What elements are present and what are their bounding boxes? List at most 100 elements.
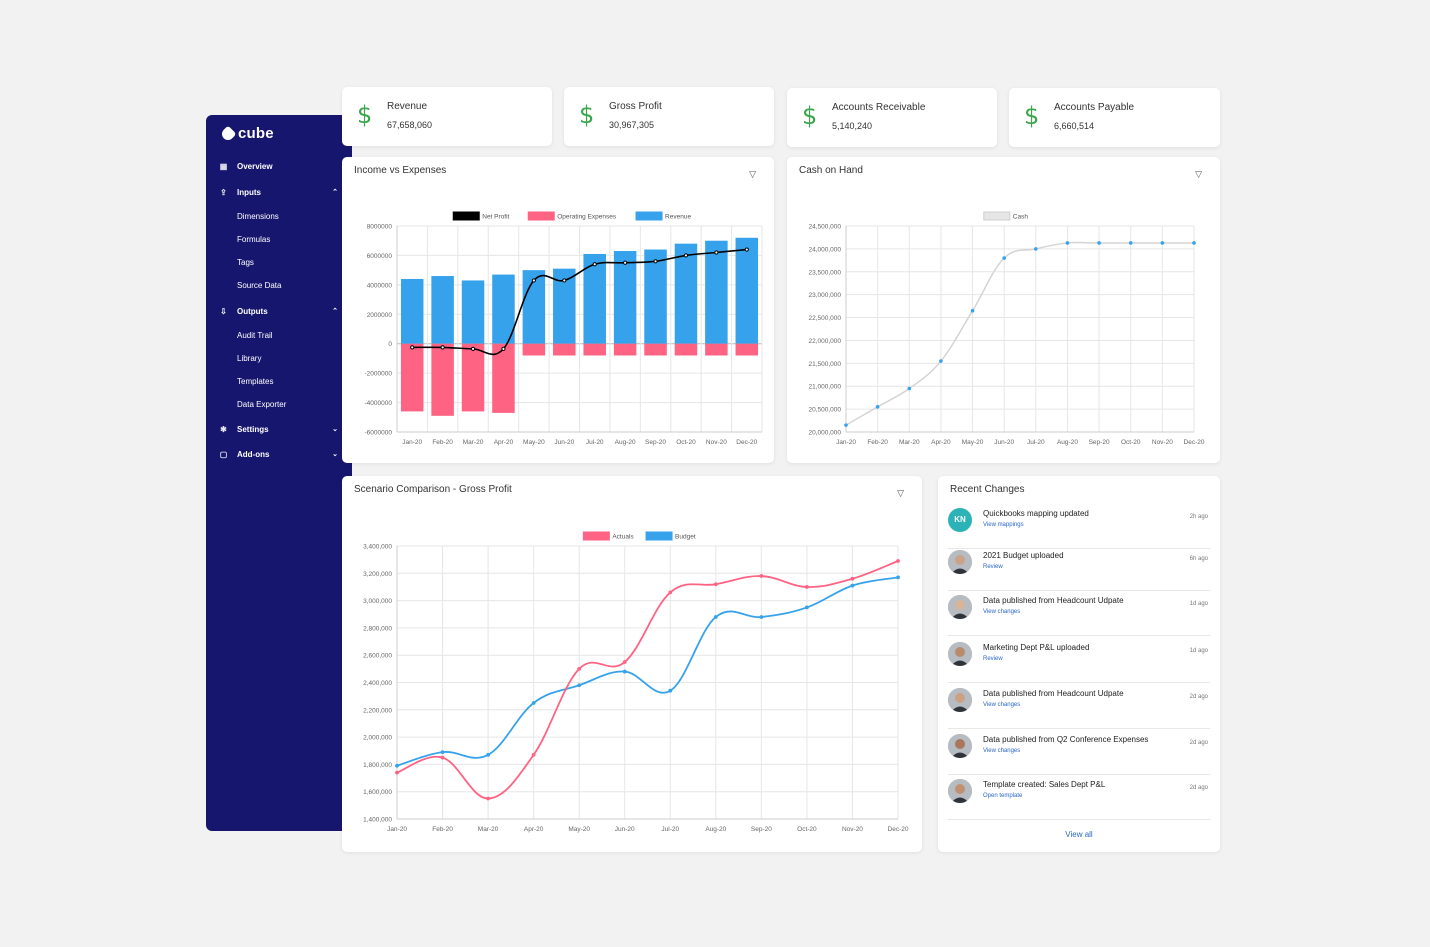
sidebar-item-overview[interactable]: ▦ Overview	[206, 157, 352, 175]
actuals-point	[395, 770, 399, 775]
sidebar-item-label: Outputs	[237, 306, 268, 316]
revenue-bar	[431, 276, 454, 344]
sidebar-item-label: Tags	[237, 257, 254, 267]
budget-point	[850, 583, 855, 588]
chevron-up-icon[interactable]: ⌃	[332, 189, 338, 196]
cash-point	[1065, 241, 1070, 245]
chart-title: Cash on Hand	[799, 165, 863, 176]
actuals-point	[531, 752, 536, 757]
net-profit-point	[623, 260, 628, 265]
sidebar-item-label: Source Data	[237, 280, 282, 290]
y-tick-label: 21,000,000	[808, 384, 841, 391]
box-icon: ▢	[219, 449, 228, 459]
sidebar-item-templates[interactable]: Templates	[206, 372, 352, 390]
x-tick-label: Apr-20	[524, 826, 544, 833]
dollar-icon: $	[1024, 102, 1040, 130]
change-link[interactable]: View changes	[983, 609, 1021, 615]
y-tick-label: 24,000,000	[808, 246, 841, 253]
sidebar-item-library[interactable]: Library	[206, 349, 352, 367]
sidebar-item-source-data[interactable]: Source Data	[206, 276, 352, 294]
operating-expenses-bar	[705, 343, 728, 356]
kpi-card-accounts-payable: $ Accounts Payable 6,660,514	[1009, 88, 1220, 147]
recent-changes-card: Recent Changes KN Quickbooks mapping upda…	[938, 476, 1220, 852]
x-tick-label: Aug-20	[705, 826, 726, 833]
sidebar-item-settings[interactable]: ✱ Settings ⌄	[206, 420, 352, 438]
filter-icon[interactable]: ▽	[749, 169, 756, 179]
legend-label: Operating Expenses	[557, 214, 617, 221]
list-item[interactable]: Data published from Headcount Udpate View…	[948, 591, 1210, 636]
budget-point	[759, 615, 764, 619]
chevron-up-icon[interactable]: ⌃	[332, 308, 338, 315]
change-link[interactable]: View mappings	[983, 522, 1024, 528]
change-link[interactable]: Review	[983, 656, 1003, 662]
y-tick-label: 20,500,000	[808, 407, 841, 414]
change-link[interactable]: View changes	[983, 748, 1021, 754]
change-link[interactable]: Open template	[983, 793, 1023, 799]
x-tick-label: May-20	[523, 439, 545, 446]
change-title: Data published from Headcount Udpate	[983, 689, 1124, 698]
actuals-point	[896, 559, 900, 563]
legend-label: Cash	[1013, 214, 1029, 221]
sidebar-item-inputs[interactable]: ⇪ Inputs ⌃	[206, 183, 352, 201]
revenue-bar	[705, 240, 728, 344]
y-tick-label: 23,500,000	[808, 269, 841, 276]
filter-icon[interactable]: ▽	[897, 488, 904, 498]
legend-swatch	[635, 211, 663, 221]
sidebar-item-audit-trail[interactable]: Audit Trail	[206, 326, 352, 344]
x-tick-label: Jan-20	[402, 439, 422, 446]
x-tick-label: Aug-20	[1057, 439, 1078, 446]
avatar: KN	[948, 508, 972, 532]
dollar-icon: $	[357, 101, 373, 129]
x-tick-label: May-20	[962, 439, 984, 446]
revenue-bar	[735, 237, 759, 344]
avatar	[948, 734, 972, 758]
cash-line	[845, 241, 1194, 426]
change-time: 1d ago	[1189, 648, 1208, 654]
y-tick-label: -6000000	[365, 430, 393, 437]
avatar	[948, 550, 972, 574]
list-item[interactable]: Marketing Dept P&L uploaded Review 1d ago	[948, 638, 1210, 683]
filter-icon[interactable]: ▽	[1195, 169, 1202, 179]
download-icon: ⇩	[220, 306, 227, 316]
budget-point	[805, 605, 809, 610]
chevron-down-icon[interactable]: ⌄	[332, 426, 338, 433]
user-photo-icon	[948, 688, 972, 712]
x-tick-label: Mar-20	[899, 439, 920, 446]
sidebar-item-label: Audit Trail	[237, 330, 273, 340]
sidebar-item-label: Overview	[237, 161, 273, 171]
operating-expenses-bar	[553, 343, 576, 356]
x-tick-label: Oct-20	[676, 439, 696, 446]
list-item[interactable]: KN Quickbooks mapping updated View mapping…	[948, 504, 1210, 549]
actuals-point	[622, 660, 627, 664]
avatar	[948, 688, 972, 712]
y-tick-label: -4000000	[365, 400, 393, 407]
list-item[interactable]: Template created: Sales Dept P&L Open tem…	[948, 775, 1210, 820]
x-tick-label: Aug-20	[615, 439, 636, 446]
kpi-title: Accounts Receivable	[832, 102, 926, 113]
kpi-value: 6,660,514	[1054, 121, 1095, 131]
sidebar-item-dimensions[interactable]: Dimensions	[206, 207, 352, 225]
sidebar-item-tags[interactable]: Tags	[206, 253, 352, 271]
net-profit-point	[714, 250, 719, 255]
change-link[interactable]: Review	[983, 564, 1003, 570]
list-item[interactable]: Data published from Q2 Conference Expens…	[948, 730, 1210, 775]
change-title: Template created: Sales Dept P&L	[983, 780, 1106, 789]
list-item[interactable]: Data published from Headcount Udpate View…	[948, 684, 1210, 729]
app-name: cube	[238, 125, 274, 142]
change-link[interactable]: View changes	[983, 702, 1021, 708]
x-tick-label: Jun-20	[994, 439, 1014, 446]
net-profit-point	[562, 278, 567, 283]
chevron-down-icon[interactable]: ⌄	[332, 451, 338, 458]
app-logo[interactable]: cube	[219, 125, 274, 142]
kpi-title: Accounts Payable	[1054, 102, 1135, 113]
sidebar-item-formulas[interactable]: Formulas	[206, 230, 352, 248]
sidebar-item-add-ons[interactable]: ▢ Add-ons ⌄	[206, 445, 352, 463]
user-photo-icon	[948, 595, 972, 619]
x-tick-label: Feb-20	[867, 439, 888, 446]
y-tick-label: 22,500,000	[808, 315, 841, 322]
sidebar-item-outputs[interactable]: ⇩ Outputs ⌃	[206, 302, 352, 320]
view-all-link[interactable]: View all	[1065, 830, 1093, 839]
sidebar-item-data-exporter[interactable]: Data Exporter	[206, 395, 352, 413]
y-tick-label: 3,400,000	[363, 544, 392, 551]
list-item[interactable]: 2021 Budget uploaded Review 6h ago	[948, 546, 1210, 591]
